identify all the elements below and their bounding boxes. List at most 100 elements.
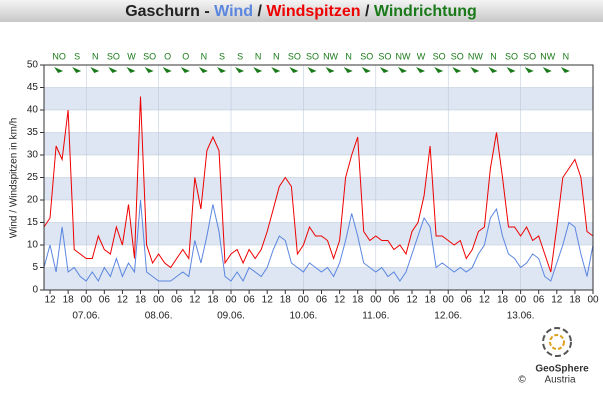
x-day-label: 12.06. <box>434 311 462 322</box>
x-tick-label: 00 <box>587 295 599 306</box>
direction-label: S <box>219 51 225 61</box>
direction-arrow <box>506 67 516 73</box>
direction-label: NW <box>395 51 410 61</box>
x-tick-label: 00 <box>81 295 93 306</box>
direction-arrow <box>162 67 172 73</box>
x-tick-label: 12 <box>189 295 201 306</box>
x-tick-label: 12 <box>44 295 56 306</box>
direction-arrow <box>524 67 534 73</box>
x-tick-label: 12 <box>479 295 491 306</box>
x-day-label: 09.06. <box>217 311 245 322</box>
x-tick-label: 00 <box>443 295 455 306</box>
title-bar <box>0 0 603 22</box>
x-tick-label: 12 <box>551 295 563 306</box>
direction-arrow <box>343 67 353 73</box>
direction-label: SO <box>306 51 319 61</box>
direction-arrow <box>271 67 281 73</box>
direction-arrow <box>560 67 570 73</box>
x-day-label: 13.06. <box>507 311 535 322</box>
direction-arrow <box>180 67 190 73</box>
direction-label: N <box>92 51 99 61</box>
y-tick-label: 10 <box>27 240 39 251</box>
direction-label: NO <box>52 51 66 61</box>
x-tick-label: 12 <box>117 295 129 306</box>
x-tick-label: 06 <box>533 295 545 306</box>
direction-label: S <box>74 51 80 61</box>
direction-arrow <box>452 67 462 73</box>
y-tick-label: 5 <box>32 262 38 273</box>
x-day-label: 08.06. <box>145 311 173 322</box>
direction-label: N <box>255 51 262 61</box>
x-tick-label: 06 <box>388 295 400 306</box>
logo-icon <box>542 327 572 357</box>
x-tick-label: 18 <box>569 295 581 306</box>
direction-label: SO <box>523 51 536 61</box>
direction-label: SO <box>451 51 464 61</box>
logo-name: GeoSphere <box>535 364 589 375</box>
y-tick-label: 35 <box>27 127 39 138</box>
direction-arrow <box>361 67 371 73</box>
x-tick-label: 06 <box>316 295 328 306</box>
grid-band <box>44 87 593 110</box>
direction-arrow <box>379 67 389 73</box>
direction-arrow <box>235 67 245 73</box>
x-tick-label: 00 <box>298 295 310 306</box>
x-day-label: 11.06. <box>362 311 389 322</box>
x-tick-label: 00 <box>515 295 527 306</box>
copyright: © <box>518 375 526 386</box>
x-day-label: 07.06. <box>72 311 100 322</box>
logo-country: Austria <box>544 375 576 386</box>
x-tick-label: 00 <box>153 295 165 306</box>
direction-label: N <box>490 51 497 61</box>
y-tick-label: 40 <box>27 105 39 116</box>
direction-arrow <box>108 67 118 73</box>
x-tick-label: 18 <box>497 295 509 306</box>
direction-label: N <box>345 51 352 61</box>
chart-title: Gaschurn - Wind / Windspitzen / Windrich… <box>125 3 477 20</box>
title-separator: / <box>365 3 370 20</box>
direction-label: W <box>127 51 136 61</box>
direction-arrow <box>54 67 64 73</box>
direction-label: NW <box>540 51 555 61</box>
direction-arrow <box>253 67 263 73</box>
direction-arrow <box>416 67 426 73</box>
direction-arrow <box>198 67 208 73</box>
direction-arrow <box>397 67 407 73</box>
title-gust: Windspitzen <box>266 3 360 20</box>
x-tick-label: 18 <box>207 295 219 306</box>
y-tick-label: 15 <box>27 217 39 228</box>
direction-arrow <box>289 67 299 73</box>
logo-icon <box>549 334 565 350</box>
series-line <box>43 96 594 273</box>
direction-arrow <box>434 67 444 73</box>
grid-band <box>44 132 593 155</box>
direction-arrow <box>72 67 82 73</box>
x-tick-label: 18 <box>352 295 364 306</box>
direction-arrow <box>470 67 480 73</box>
series-line <box>43 199 594 283</box>
direction-label: O <box>182 51 189 61</box>
direction-arrow <box>90 67 100 73</box>
x-tick-label: 12 <box>262 295 274 306</box>
grid-band <box>44 177 593 200</box>
y-tick-label: 30 <box>27 150 39 161</box>
direction-label: SO <box>143 51 156 61</box>
direction-arrow <box>542 67 552 73</box>
direction-label: SO <box>505 51 518 61</box>
grid-band <box>44 222 593 245</box>
title-direction: Windrichtung <box>374 3 477 20</box>
grid-band <box>44 267 593 290</box>
direction-label: SO <box>433 51 446 61</box>
title-separator: - <box>204 3 209 20</box>
y-axis-label: Wind / Windspitzen in km/h <box>9 118 20 239</box>
direction-label: S <box>237 51 243 61</box>
x-tick-label: 06 <box>99 295 111 306</box>
x-tick-label: 12 <box>334 295 346 306</box>
plot-border <box>43 64 594 291</box>
y-tick-label: 50 <box>27 60 39 71</box>
x-tick-label: 06 <box>171 295 183 306</box>
y-tick-label: 25 <box>27 172 39 183</box>
y-tick-label: 20 <box>27 195 39 206</box>
direction-arrow <box>307 67 317 73</box>
x-tick-label: 18 <box>63 295 75 306</box>
